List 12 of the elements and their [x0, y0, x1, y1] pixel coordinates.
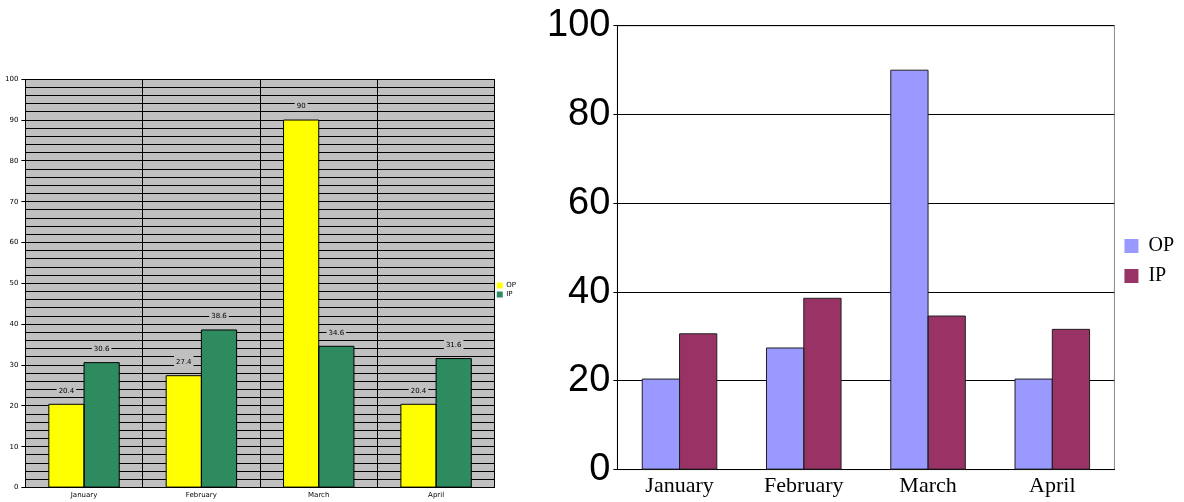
- y-tick-label: 80: [568, 91, 611, 134]
- x-tick-label: March: [899, 471, 957, 497]
- x-tick-label: April: [1029, 471, 1076, 497]
- legend-label: IP: [1148, 263, 1167, 286]
- y-tick-label: 40: [568, 268, 611, 311]
- y-tick-label: 0: [589, 446, 611, 489]
- legend-label: OP: [1148, 233, 1175, 256]
- x-tick-label: February: [764, 471, 844, 497]
- x-tick-label: January: [645, 471, 714, 497]
- y-tick-label: 100: [547, 2, 611, 45]
- y-tick-label: 20: [568, 357, 611, 400]
- y-tick-label: 60: [568, 179, 611, 222]
